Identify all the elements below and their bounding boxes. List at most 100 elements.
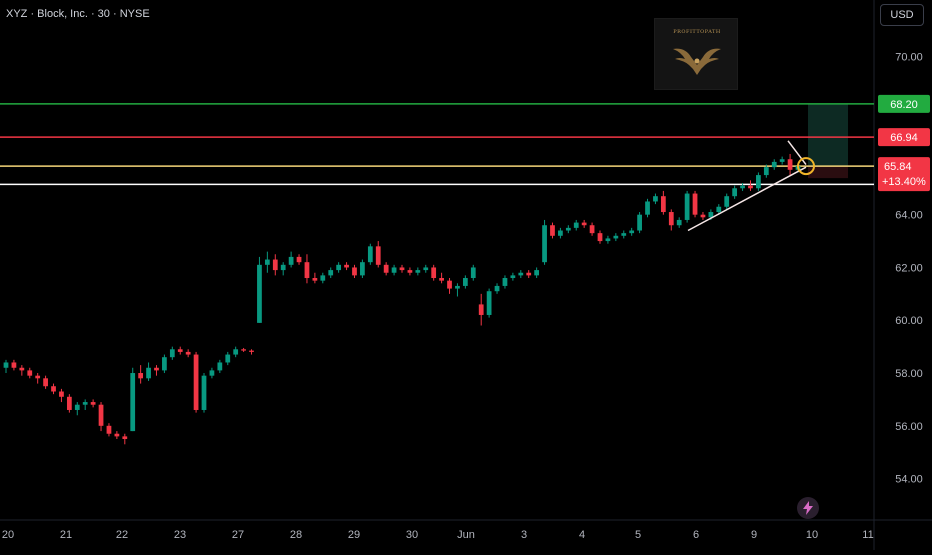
candle-body[interactable] xyxy=(35,375,41,379)
trendline[interactable] xyxy=(687,166,807,232)
candle-body[interactable] xyxy=(43,378,48,387)
candle-body[interactable] xyxy=(573,222,579,228)
candle-body[interactable] xyxy=(130,373,136,432)
candle-body[interactable] xyxy=(732,188,738,197)
candle-body[interactable] xyxy=(565,227,571,231)
candle-body[interactable] xyxy=(209,370,215,376)
candle-body[interactable] xyxy=(344,264,349,268)
candle-body[interactable] xyxy=(272,259,278,271)
candle-body[interactable] xyxy=(478,304,484,315)
candle-body[interactable] xyxy=(700,214,706,218)
candle-body[interactable] xyxy=(526,272,532,276)
candle-body[interactable] xyxy=(66,396,72,410)
candle-body[interactable] xyxy=(510,275,516,279)
candle-body[interactable] xyxy=(74,404,80,410)
candle-body[interactable] xyxy=(296,256,302,263)
candle-body[interactable] xyxy=(264,259,270,265)
candle-body[interactable] xyxy=(423,267,429,271)
candle-body[interactable] xyxy=(169,349,175,358)
candle-body[interactable] xyxy=(629,230,635,234)
candle-body[interactable] xyxy=(763,167,769,176)
candle-body[interactable] xyxy=(407,270,413,273)
candle-body[interactable] xyxy=(138,373,144,379)
candle-body[interactable] xyxy=(162,357,167,371)
candle-body[interactable] xyxy=(257,264,262,323)
candle-body[interactable] xyxy=(550,225,555,236)
candle-body[interactable] xyxy=(193,354,199,410)
candle-body[interactable] xyxy=(19,367,25,371)
candle-body[interactable] xyxy=(51,386,56,392)
candle-body[interactable] xyxy=(146,367,151,379)
candle-body[interactable] xyxy=(756,175,761,189)
candle-body[interactable] xyxy=(201,375,207,410)
candle-body[interactable] xyxy=(470,267,476,279)
candle-body[interactable] xyxy=(447,280,452,289)
candle-body[interactable] xyxy=(312,278,318,281)
candle-body[interactable] xyxy=(455,285,460,289)
candle-body[interactable] xyxy=(59,391,64,397)
candle-body[interactable] xyxy=(716,206,722,213)
candle-body[interactable] xyxy=(415,270,421,273)
candle-body[interactable] xyxy=(328,270,334,276)
candle-body[interactable] xyxy=(684,193,690,220)
candle-body[interactable] xyxy=(177,349,183,352)
candle-body[interactable] xyxy=(352,267,357,276)
candle-body[interactable] xyxy=(233,349,239,355)
candle-body[interactable] xyxy=(383,264,389,273)
candle-body[interactable] xyxy=(225,354,231,363)
candle-body[interactable] xyxy=(502,278,508,286)
candle-body[interactable] xyxy=(27,370,33,376)
candle-body[interactable] xyxy=(494,285,500,292)
candle-body[interactable] xyxy=(660,196,666,213)
candle-body[interactable] xyxy=(431,267,437,279)
candle-body[interactable] xyxy=(740,185,745,189)
flash-button[interactable] xyxy=(797,497,819,519)
candle-body[interactable] xyxy=(692,193,698,215)
candle-body[interactable] xyxy=(676,219,682,226)
candle-body[interactable] xyxy=(597,233,603,242)
candle-body[interactable] xyxy=(787,159,793,170)
currency-button[interactable]: USD xyxy=(880,4,924,26)
candle-body[interactable] xyxy=(360,262,365,276)
candle-body[interactable] xyxy=(241,349,246,351)
candle-body[interactable] xyxy=(558,230,563,236)
candle-body[interactable] xyxy=(304,262,310,279)
candle-body[interactable] xyxy=(399,267,405,271)
candle-body[interactable] xyxy=(462,278,468,286)
candle-body[interactable] xyxy=(320,275,326,281)
candle-body[interactable] xyxy=(589,225,595,234)
candle-body[interactable] xyxy=(82,402,88,405)
candle-body[interactable] xyxy=(3,362,9,368)
candle-body[interactable] xyxy=(114,433,120,437)
candle-body[interactable] xyxy=(336,264,342,271)
candle-body[interactable] xyxy=(779,159,785,162)
candle-body[interactable] xyxy=(90,402,96,405)
candle-body[interactable] xyxy=(391,267,397,273)
candle-body[interactable] xyxy=(486,291,492,315)
candle-body[interactable] xyxy=(581,222,587,226)
candle-body[interactable] xyxy=(106,425,112,434)
candle-body[interactable] xyxy=(375,246,381,265)
candle-body[interactable] xyxy=(98,404,104,426)
candle-body[interactable] xyxy=(11,362,17,368)
candle-body[interactable] xyxy=(154,367,159,371)
candle-body[interactable] xyxy=(645,201,650,215)
candle-body[interactable] xyxy=(771,161,777,168)
symbol-title[interactable]: XYZ · Block, Inc. · 30 · NYSE xyxy=(6,8,150,20)
candle-body[interactable] xyxy=(637,214,642,231)
candle-body[interactable] xyxy=(288,256,294,265)
trendline-short[interactable] xyxy=(787,140,807,165)
candle-body[interactable] xyxy=(518,272,524,276)
candle-body[interactable] xyxy=(724,196,730,207)
candle-body[interactable] xyxy=(621,233,627,236)
candle-body[interactable] xyxy=(708,212,714,218)
candle-body[interactable] xyxy=(542,225,547,263)
candle-body[interactable] xyxy=(249,350,254,352)
candle-body[interactable] xyxy=(668,212,674,226)
candle-body[interactable] xyxy=(217,362,223,371)
candle-body[interactable] xyxy=(280,264,286,271)
candle-body[interactable] xyxy=(653,196,658,202)
candle-body[interactable] xyxy=(439,278,444,281)
candle-body[interactable] xyxy=(748,185,753,189)
